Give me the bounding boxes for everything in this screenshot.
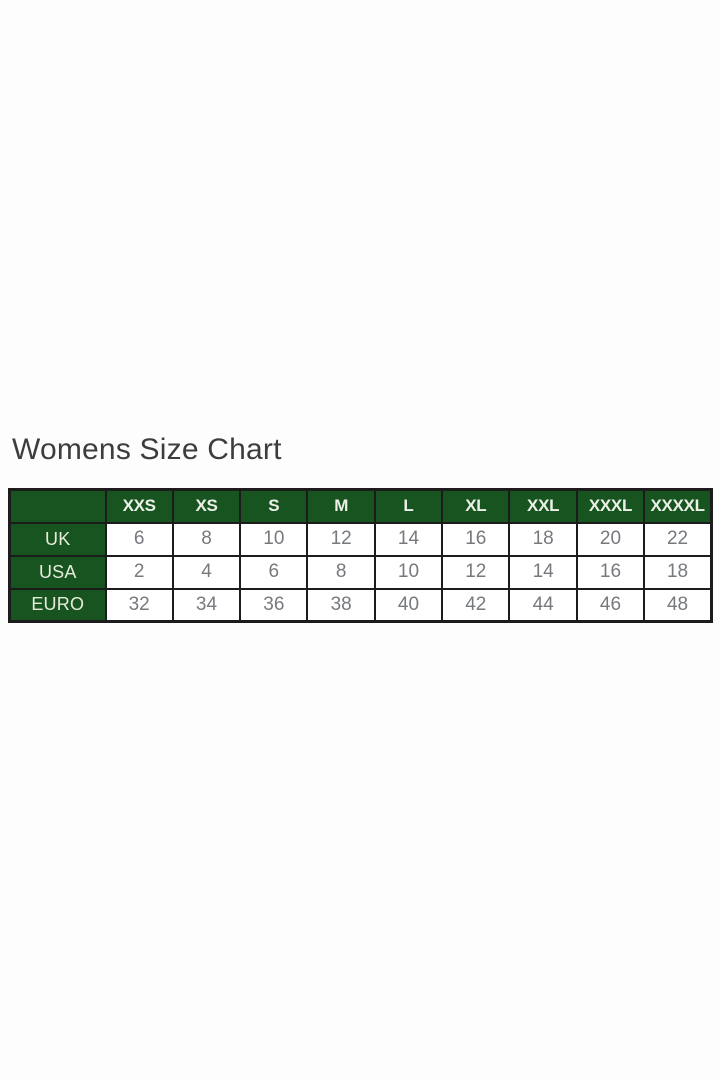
header-cell-xl: XL — [441, 488, 511, 524]
size-cell: 6 — [104, 521, 174, 557]
header-cell-xxs: XXS — [104, 488, 174, 524]
size-cell: 44 — [508, 587, 578, 623]
header-row: XXS XS S M L XL XXL XXXL XXXXL — [8, 488, 713, 524]
header-cell-l: L — [373, 488, 444, 524]
size-cell: 8 — [171, 521, 242, 557]
table-row-usa: USA 2 4 6 8 10 12 14 16 18 — [8, 554, 713, 590]
size-cell: 18 — [508, 521, 578, 557]
row-label-uk: UK — [8, 521, 107, 557]
size-cell: 38 — [306, 587, 376, 623]
size-cell: 2 — [104, 554, 174, 590]
size-cell: 14 — [373, 521, 444, 557]
size-cell: 16 — [575, 554, 646, 590]
header-cell-xxxxl: XXXXL — [643, 488, 713, 524]
size-cell: 36 — [239, 587, 309, 623]
page-title: Womens Size Chart — [12, 433, 282, 466]
size-cell: 12 — [441, 554, 511, 590]
size-cell: 16 — [441, 521, 511, 557]
size-cell: 40 — [373, 587, 444, 623]
size-cell: 32 — [104, 587, 174, 623]
size-cell: 8 — [306, 554, 376, 590]
size-cell: 12 — [306, 521, 376, 557]
header-cell-s: S — [239, 488, 309, 524]
size-cell: 34 — [171, 587, 242, 623]
header-cell-xs: XS — [171, 488, 242, 524]
size-cell: 20 — [575, 521, 646, 557]
size-cell: 48 — [643, 587, 713, 623]
header-cell-m: M — [306, 488, 376, 524]
womens-size-chart-table: XXS XS S M L XL XXL XXXL XXXXL UK 6 8 10… — [8, 488, 713, 623]
size-cell: 14 — [508, 554, 578, 590]
size-cell: 42 — [441, 587, 511, 623]
size-cell: 10 — [373, 554, 444, 590]
corner-cell — [8, 488, 107, 524]
table-row-euro: EURO 32 34 36 38 40 42 44 46 48 — [8, 587, 713, 623]
row-label-usa: USA — [8, 554, 107, 590]
size-cell: 18 — [643, 554, 713, 590]
header-cell-xxxl: XXXL — [575, 488, 646, 524]
table-row-uk: UK 6 8 10 12 14 16 18 20 22 — [8, 521, 713, 557]
header-cell-xxl: XXL — [508, 488, 578, 524]
row-label-euro: EURO — [8, 587, 107, 623]
size-cell: 46 — [575, 587, 646, 623]
size-cell: 22 — [643, 521, 713, 557]
size-cell: 10 — [239, 521, 309, 557]
size-cell: 6 — [239, 554, 309, 590]
size-cell: 4 — [171, 554, 242, 590]
